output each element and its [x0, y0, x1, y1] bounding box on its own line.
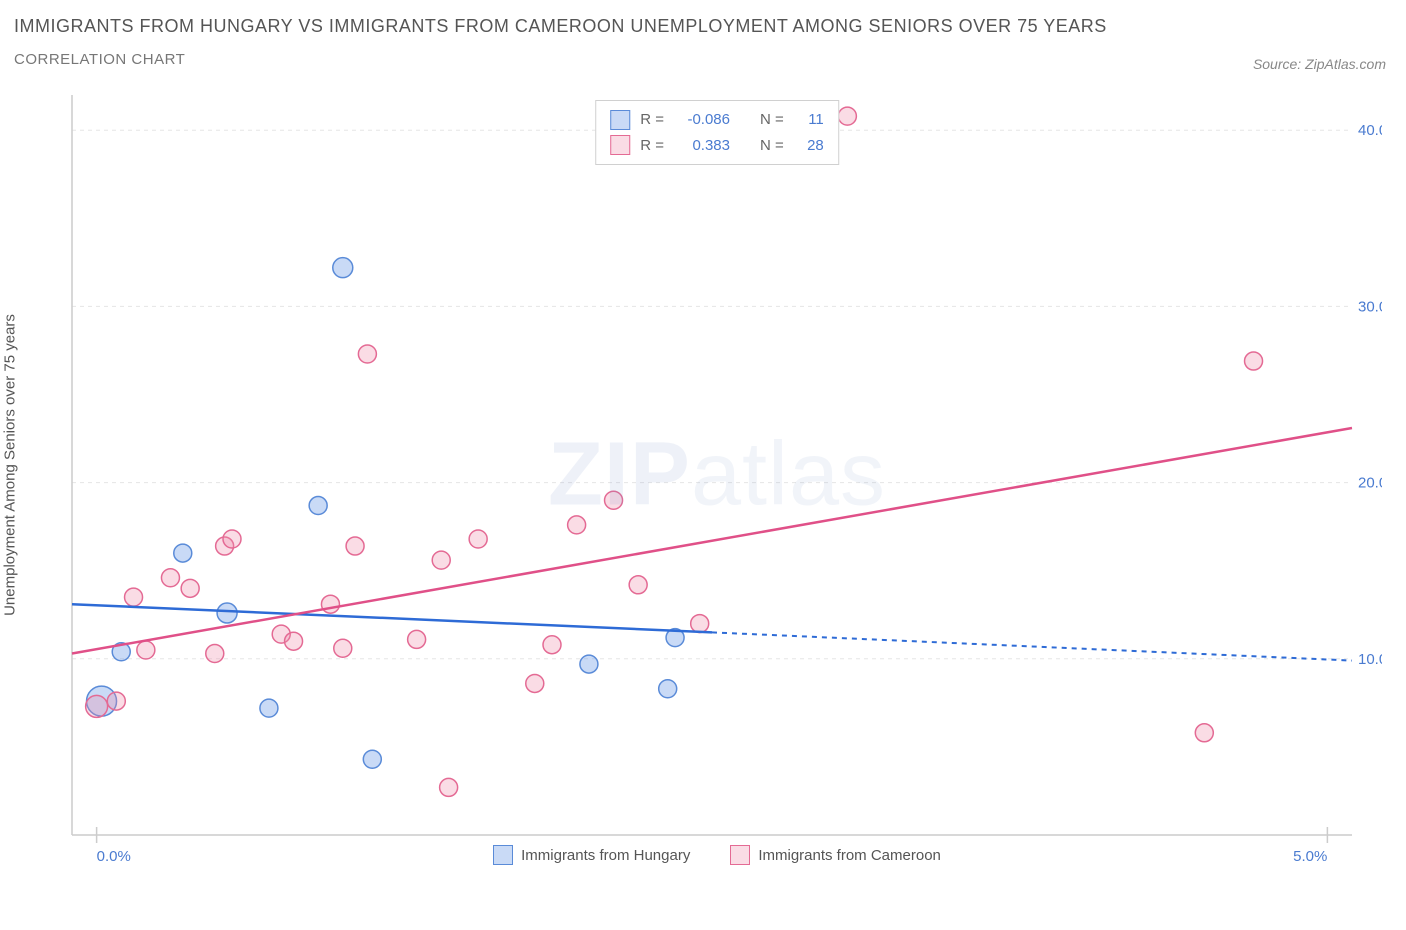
data-point	[469, 530, 487, 548]
data-point	[358, 345, 376, 363]
series-legend: Immigrants from Hungary Immigrants from C…	[52, 845, 1382, 865]
data-point	[432, 551, 450, 569]
data-point	[217, 603, 237, 623]
data-point	[309, 497, 327, 515]
n-value: 28	[794, 133, 824, 159]
data-point	[408, 630, 426, 648]
data-point	[86, 695, 108, 717]
trend-line	[72, 604, 712, 632]
trend-line	[72, 428, 1352, 654]
legend-swatch	[730, 845, 750, 865]
legend-item: Immigrants from Hungary	[493, 845, 690, 865]
data-point	[691, 615, 709, 633]
stats-legend-row: R = 0.383 N = 28	[610, 133, 824, 159]
n-label: N =	[760, 107, 784, 133]
y-axis-label: Unemployment Among Seniors over 75 years	[2, 314, 19, 616]
legend-item: Immigrants from Cameroon	[730, 845, 941, 865]
data-point	[206, 645, 224, 663]
data-point	[285, 632, 303, 650]
data-point	[107, 692, 125, 710]
n-value: 11	[794, 107, 824, 133]
svg-text:30.0%: 30.0%	[1358, 298, 1382, 315]
legend-label: Immigrants from Hungary	[521, 847, 690, 864]
legend-swatch	[493, 845, 513, 865]
data-point	[181, 579, 199, 597]
data-point	[543, 636, 561, 654]
legend-label: Immigrants from Cameroon	[758, 847, 941, 864]
data-point	[333, 258, 353, 278]
n-label: N =	[760, 133, 784, 159]
svg-text:20.0%: 20.0%	[1358, 475, 1382, 492]
data-point	[659, 680, 677, 698]
data-point	[334, 639, 352, 657]
data-point	[605, 491, 623, 509]
svg-text:10.0%: 10.0%	[1358, 651, 1382, 668]
data-point	[137, 641, 155, 659]
page-title: IMMIGRANTS FROM HUNGARY VS IMMIGRANTS FR…	[14, 14, 1392, 39]
page-subtitle: CORRELATION CHART	[14, 51, 1392, 68]
data-point	[260, 699, 278, 717]
svg-text:40.0%: 40.0%	[1358, 122, 1382, 139]
correlation-chart: ZIPatlas 0.0%5.0%10.0%20.0%30.0%40.0% R …	[52, 95, 1382, 865]
data-point	[321, 595, 339, 613]
data-point	[629, 576, 647, 594]
data-point	[174, 544, 192, 562]
r-label: R =	[640, 133, 664, 159]
r-label: R =	[640, 107, 664, 133]
data-point	[363, 750, 381, 768]
stats-legend: R = -0.086 N = 11 R = 0.383 N = 28	[595, 100, 839, 165]
stats-legend-row: R = -0.086 N = 11	[610, 107, 824, 133]
data-point	[223, 530, 241, 548]
r-value: 0.383	[674, 133, 730, 159]
data-point	[568, 516, 586, 534]
legend-swatch	[610, 135, 630, 155]
legend-swatch	[610, 110, 630, 130]
data-point	[1195, 724, 1213, 742]
r-value: -0.086	[674, 107, 730, 133]
data-point	[526, 674, 544, 692]
scatter-plot-svg: 0.0%5.0%10.0%20.0%30.0%40.0%	[52, 95, 1382, 865]
source-credit: Source: ZipAtlas.com	[1253, 56, 1386, 72]
data-point	[346, 537, 364, 555]
data-point	[580, 655, 598, 673]
trend-line-extrapolated	[712, 632, 1352, 660]
data-point	[161, 569, 179, 587]
data-point	[125, 588, 143, 606]
data-point	[440, 778, 458, 796]
data-point	[1245, 352, 1263, 370]
data-point	[838, 107, 856, 125]
